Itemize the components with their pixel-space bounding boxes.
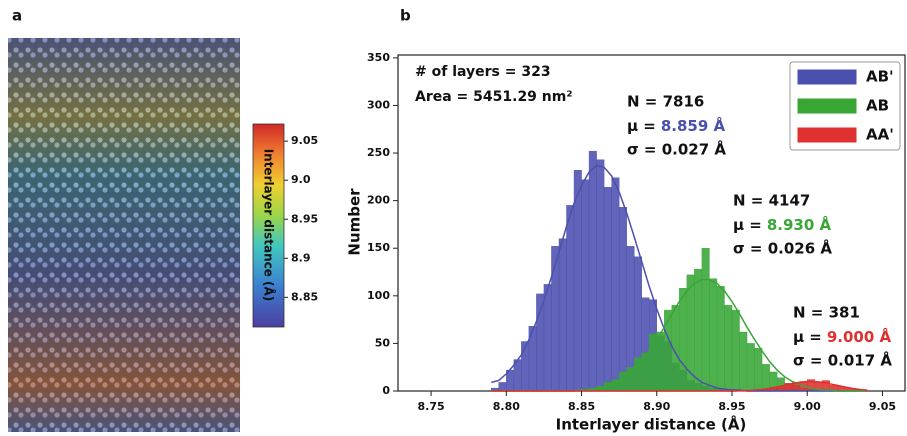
- y-tick-label: 350: [367, 51, 390, 64]
- image-overlay: [8, 38, 240, 432]
- histogram-bar: [709, 278, 718, 392]
- colorbar-tick-label: 8.95: [291, 212, 318, 225]
- histogram-bar: [724, 305, 733, 392]
- colorbar-tick-label: 8.85: [291, 290, 318, 303]
- legend-label: AB: [866, 97, 889, 115]
- histogram-bar: [566, 205, 575, 392]
- stat-n: N = 4147: [733, 192, 810, 210]
- fit-curve: [491, 380, 868, 392]
- y-axis-title: Number: [346, 188, 364, 256]
- colorbar: [252, 123, 285, 328]
- histogram-bar: [701, 248, 710, 392]
- stat-mu: μ = 8.859 Å: [627, 116, 725, 135]
- stat-n: N = 381: [793, 304, 860, 322]
- y-tick-label: 0: [382, 384, 390, 397]
- colorbar-tick-label: 9.05: [291, 134, 318, 147]
- histogram-bar: [754, 347, 763, 392]
- histogram-bar: [739, 331, 748, 392]
- histogram-bar: [679, 288, 688, 392]
- plot-area: [491, 150, 868, 392]
- legend-swatch: [797, 98, 857, 114]
- x-tick-label: 8.80: [493, 400, 520, 413]
- stat-mu-value: 9.000 Å: [827, 327, 892, 346]
- histogram-bar: [611, 177, 620, 392]
- colorbar-tick-label: 9.0: [291, 173, 311, 186]
- y-tick-label: 250: [367, 146, 390, 159]
- stat-mu: μ = 8.930 Å: [733, 215, 831, 234]
- y-tick-label: 100: [367, 289, 390, 302]
- panel-label: b: [400, 7, 411, 25]
- y-tick-label: 200: [367, 194, 390, 207]
- histogram-bar: [618, 207, 627, 392]
- histogram-bar: [558, 238, 567, 392]
- stat-mu: μ = 9.000 Å: [793, 327, 891, 346]
- stat-mu-value: 8.859 Å: [661, 116, 726, 135]
- stat-mu-symbol: μ =: [627, 117, 656, 135]
- histogram-bar: [656, 331, 665, 392]
- stat-n: N = 7816: [627, 93, 704, 111]
- stat-mu-value: 8.930 Å: [767, 215, 832, 234]
- x-tick-label: 8.90: [643, 400, 670, 413]
- y-tick-label: 150: [367, 241, 390, 254]
- legend-label: AB': [866, 68, 894, 86]
- x-tick-label: 8.75: [418, 400, 445, 413]
- legend-label: AA': [866, 126, 894, 144]
- histogram-bar: [551, 246, 560, 392]
- histogram-bar: [596, 159, 605, 392]
- histogram-bar: [581, 179, 590, 392]
- histogram-bar: [694, 268, 703, 392]
- x-tick-label: 9.00: [794, 400, 821, 413]
- histogram-bar: [761, 364, 770, 392]
- histogram-bar: [731, 309, 740, 392]
- x-tick-label: 9.05: [869, 400, 896, 413]
- stat-sigma: σ = 0.026 Å: [733, 239, 832, 258]
- histogram-bar: [536, 293, 545, 392]
- histogram-bar: [746, 343, 755, 392]
- annotation: Area = 5451.29 nm²: [415, 89, 573, 105]
- histogram-bar: [588, 150, 597, 392]
- histogram-bar: [543, 284, 552, 392]
- histogram-bar: [603, 187, 612, 392]
- legend-swatch: [797, 69, 857, 85]
- stat-mu-symbol: μ =: [793, 328, 822, 346]
- annotation: # of layers = 323: [415, 64, 551, 80]
- histogram-bar: [716, 286, 725, 392]
- y-tick-label: 300: [367, 98, 390, 111]
- histogram-bar: [498, 382, 507, 392]
- fit-curve: [491, 164, 868, 392]
- colorbar-label: Interlayer distance (Å): [262, 149, 277, 302]
- x-tick-label: 8.95: [718, 400, 745, 413]
- panel-label: a: [12, 7, 22, 25]
- y-tick-label: 50: [375, 336, 391, 349]
- x-axis-title: Interlayer distance (Å): [556, 415, 747, 434]
- stat-sigma: σ = 0.017 Å: [793, 351, 892, 370]
- colorbar-tick-label: 8.9: [291, 251, 311, 264]
- histogram-bar: [664, 309, 673, 392]
- x-tick-label: 8.85: [568, 400, 595, 413]
- histogram-bar: [573, 169, 582, 392]
- stat-mu-symbol: μ =: [733, 216, 762, 234]
- legend-swatch: [797, 127, 857, 143]
- stat-sigma: σ = 0.027 Å: [627, 140, 726, 159]
